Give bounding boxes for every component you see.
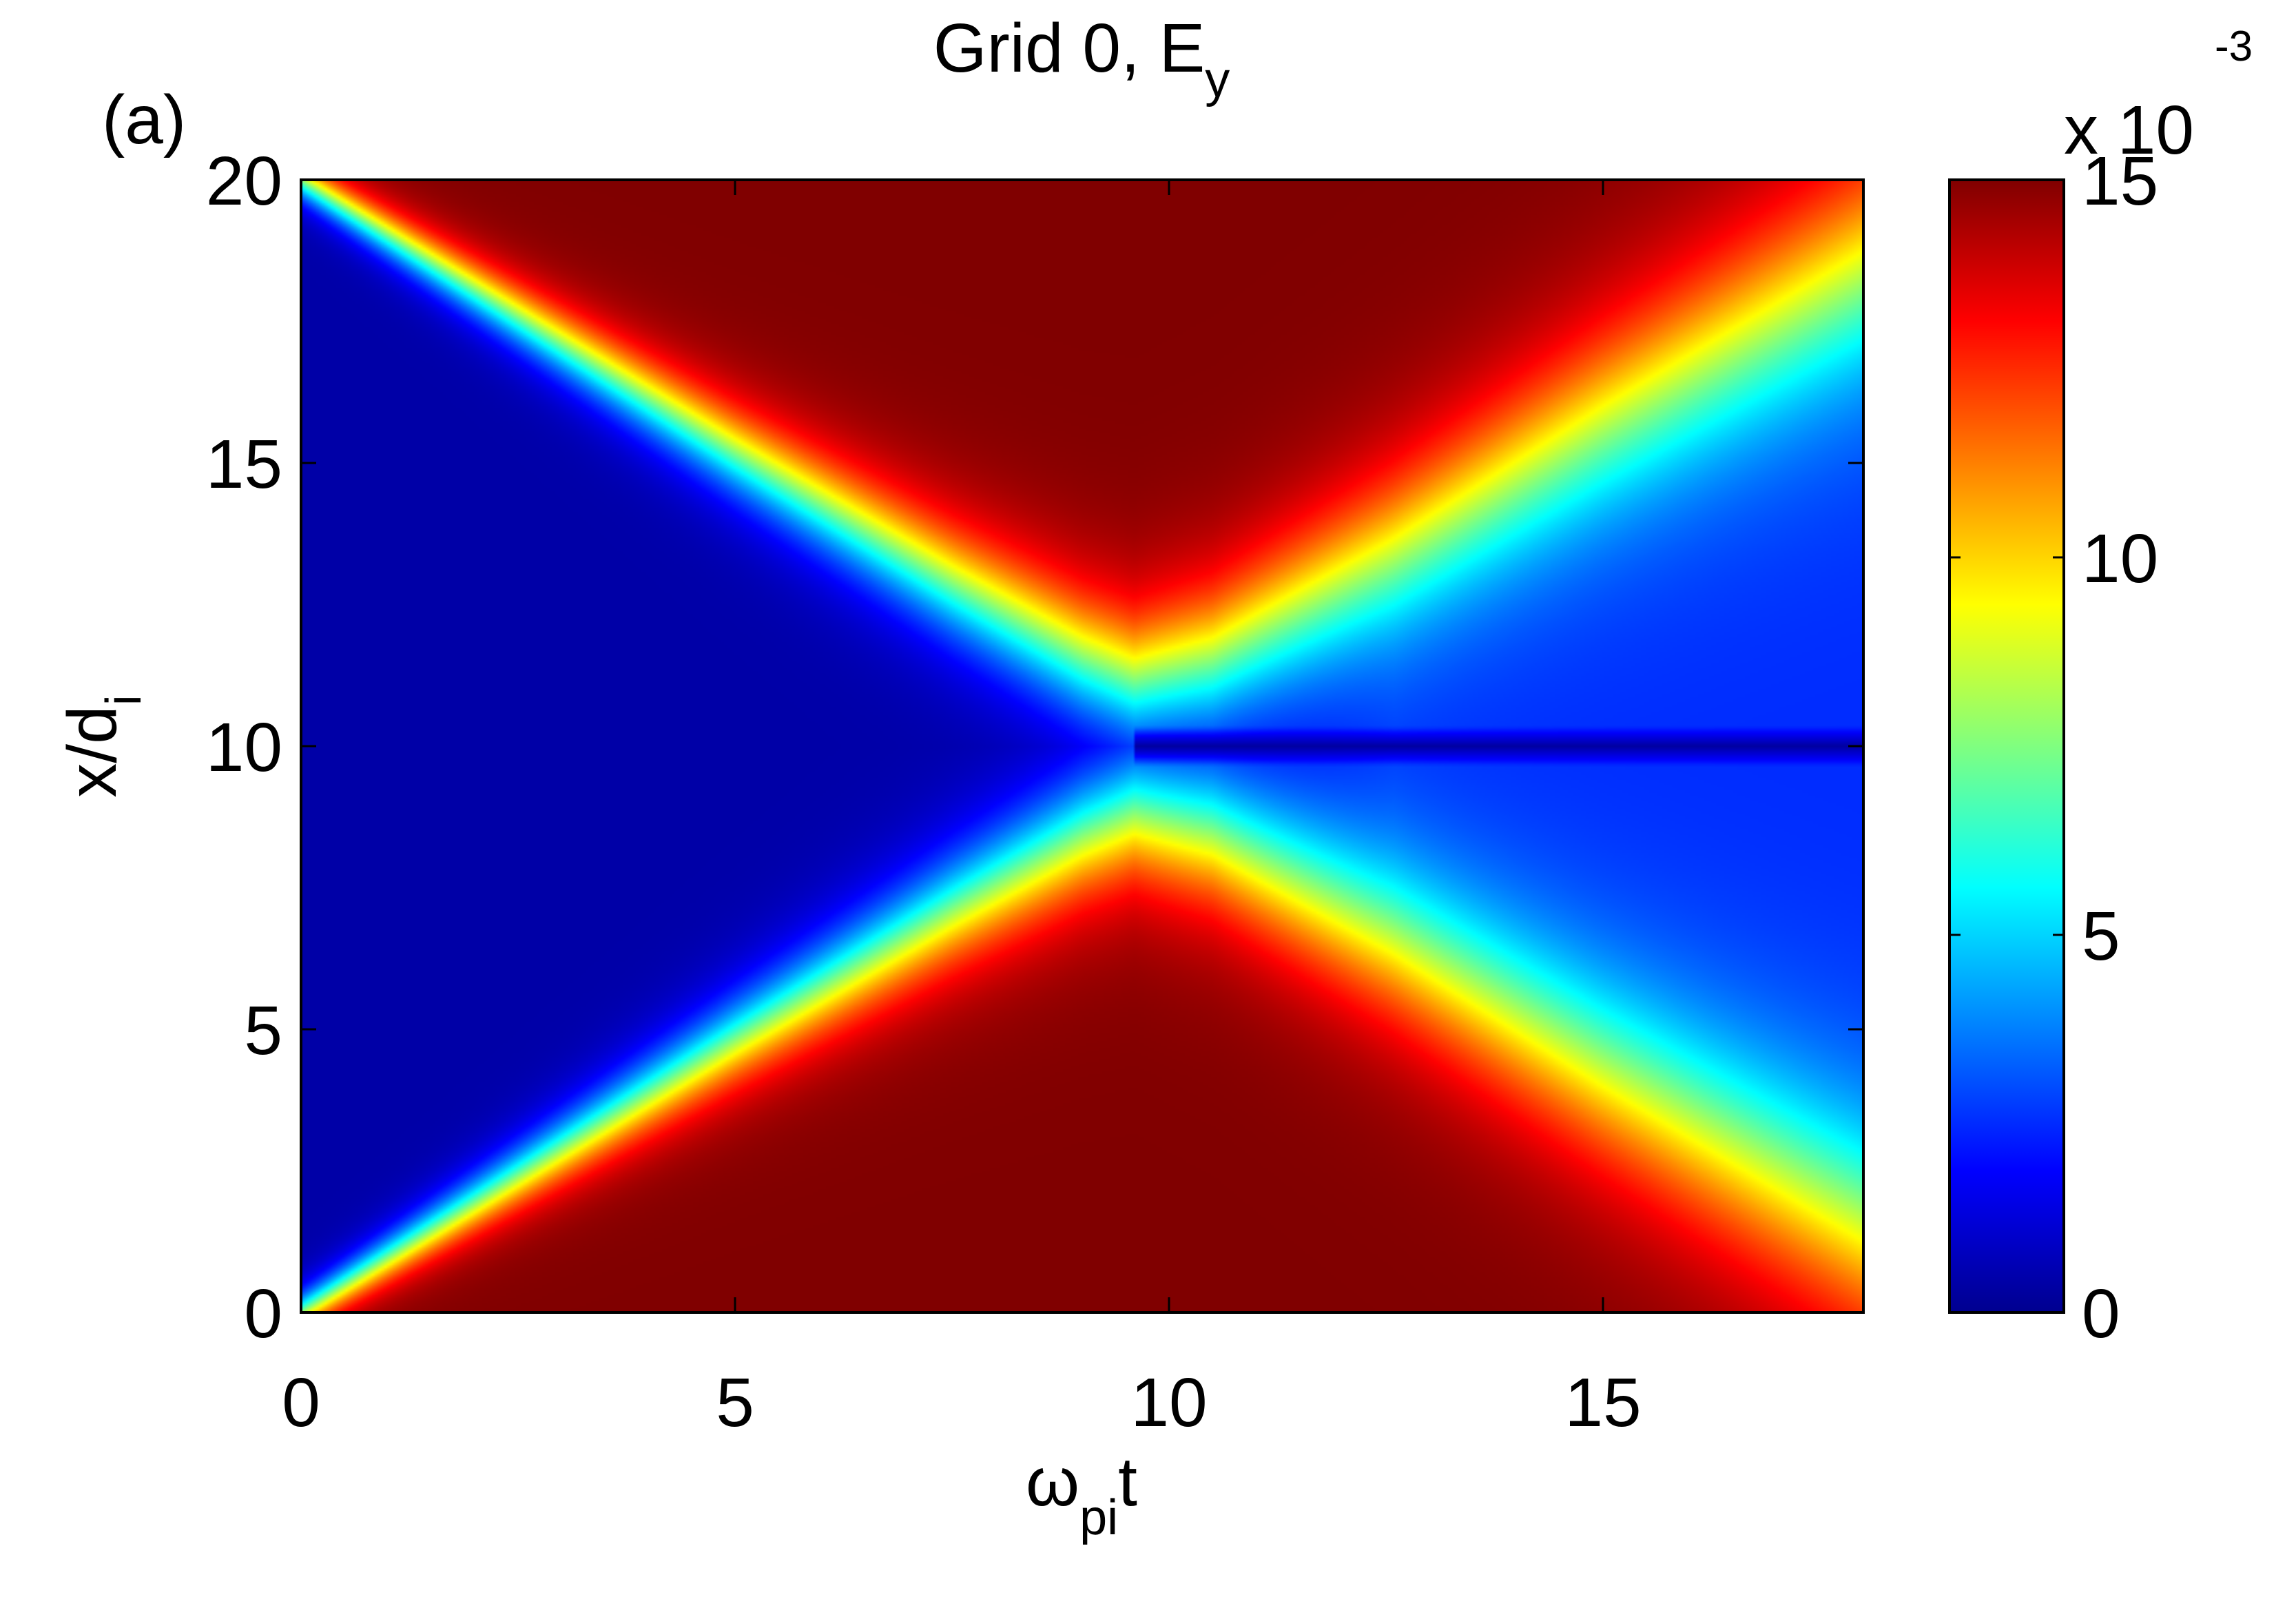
x-axis-label-suffix: t — [1118, 1443, 1137, 1521]
y-axis-label: x/di — [54, 694, 152, 797]
colorbar-tick-label: 10 — [2082, 520, 2158, 597]
x-axis-label-main: ω — [1026, 1443, 1079, 1521]
colorbar-ticks: 0 5 10 15 — [1949, 143, 2158, 1352]
chart-title-main: Grid 0, E — [933, 10, 1206, 87]
x-tick-label: 0 — [282, 1364, 320, 1441]
y-axis-label-subscript: i — [96, 694, 152, 705]
panel-label: (a) — [102, 81, 186, 158]
x-axis-ticks: 0 5 10 15 — [282, 180, 1642, 1441]
y-tick-label: 5 — [244, 992, 282, 1069]
y-axis-label-main: x/d — [54, 705, 131, 797]
y-tick-label: 0 — [244, 1275, 282, 1352]
y-tick-label: 10 — [206, 709, 282, 786]
chart-title: Grid 0, Ey — [933, 10, 1230, 107]
y-tick-label: 20 — [206, 143, 282, 220]
colorbar-multiplier-exponent: -3 — [2215, 23, 2253, 70]
y-axis-ticks: 0 5 10 15 20 — [206, 143, 1863, 1352]
colorbar-multiplier: x 10 — [2064, 92, 2194, 169]
colorbar — [1948, 178, 2065, 1314]
x-axis-label-subscript: pi — [1079, 1490, 1118, 1545]
colorbar-tick-label: 0 — [2082, 1275, 2120, 1352]
x-tick-label: 5 — [716, 1364, 754, 1441]
chart-title-subscript: y — [1205, 52, 1230, 107]
heatmap-image — [301, 180, 1863, 1312]
heatmap-plot — [301, 180, 1863, 1312]
colorbar-tick-label: 5 — [2082, 898, 2120, 975]
colorbar-multiplier-base: x 10 — [2064, 92, 2194, 169]
x-axis-label: ωpit — [1026, 1443, 1137, 1545]
x-tick-label: 15 — [1564, 1364, 1641, 1441]
x-tick-label: 10 — [1130, 1364, 1207, 1441]
y-tick-label: 15 — [206, 426, 282, 503]
colorbar-tick-label: 15 — [2082, 143, 2158, 220]
